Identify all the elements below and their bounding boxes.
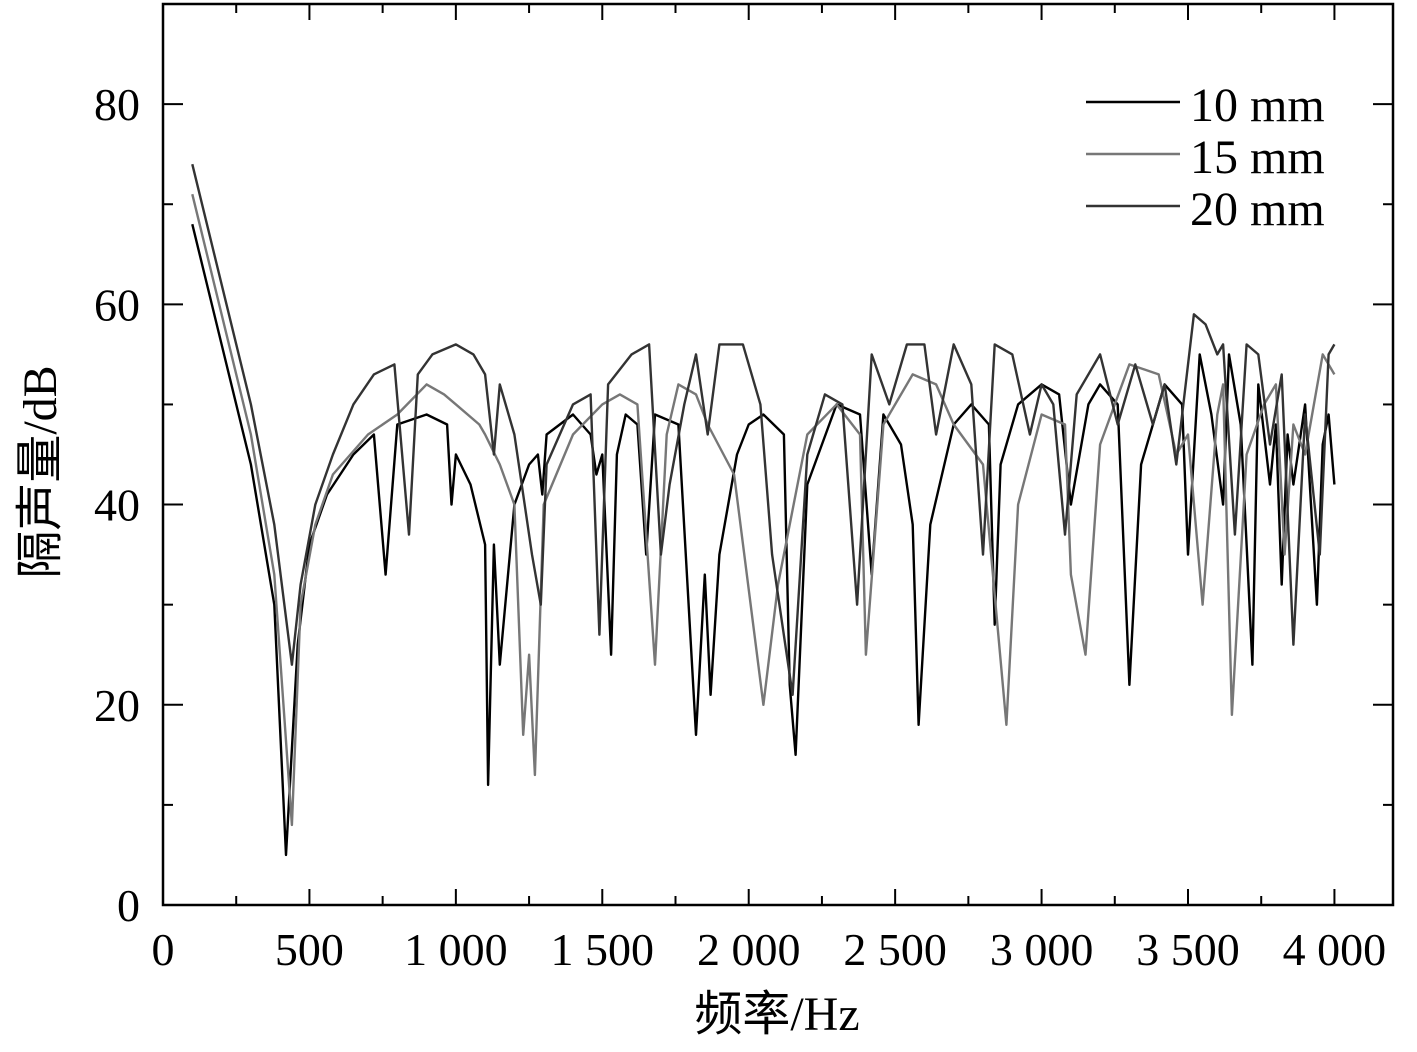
x-tick-label: 3 500 <box>1136 924 1240 975</box>
x-tick-label: 1 000 <box>404 924 508 975</box>
legend-label-20-mm: 20 mm <box>1190 183 1325 236</box>
x-tick-label: 2 000 <box>697 924 801 975</box>
y-axis-title: 隔声量/dB <box>14 365 67 578</box>
y-axis-ticks: 0 20 40 60 80 <box>94 3 1393 931</box>
y-tick-label: 20 <box>94 680 140 731</box>
x-axis-ticks: 0 500 1 000 1 500 2 000 2 500 3 000 3 500 4 000 <box>152 4 1387 975</box>
y-tick-label: 60 <box>94 279 140 330</box>
x-tick-label: 500 <box>275 924 344 975</box>
legend-label-10-mm: 10 mm <box>1190 79 1325 132</box>
x-tick-label: 3 000 <box>990 924 1094 975</box>
y-tick-label: 40 <box>94 480 140 531</box>
plot-frame <box>161 2 1395 907</box>
x-tick-label: 4 000 <box>1283 924 1387 975</box>
x-tick-label: 0 <box>152 924 175 975</box>
series-line-15-mm <box>191 193 1336 827</box>
series-group <box>191 163 1336 857</box>
x-axis-title: 频率/Hz <box>694 988 859 1041</box>
legend-label-15-mm: 15 mm <box>1190 131 1325 184</box>
x-tick-label: 2 500 <box>843 924 947 975</box>
plot-frame-group <box>161 2 1395 907</box>
series-line-10-mm <box>191 223 1336 857</box>
y-tick-label: 0 <box>117 880 140 931</box>
series-line-20-mm <box>191 163 1336 696</box>
x-tick-label: 1 500 <box>551 924 655 975</box>
y-tick-label: 80 <box>94 79 140 130</box>
